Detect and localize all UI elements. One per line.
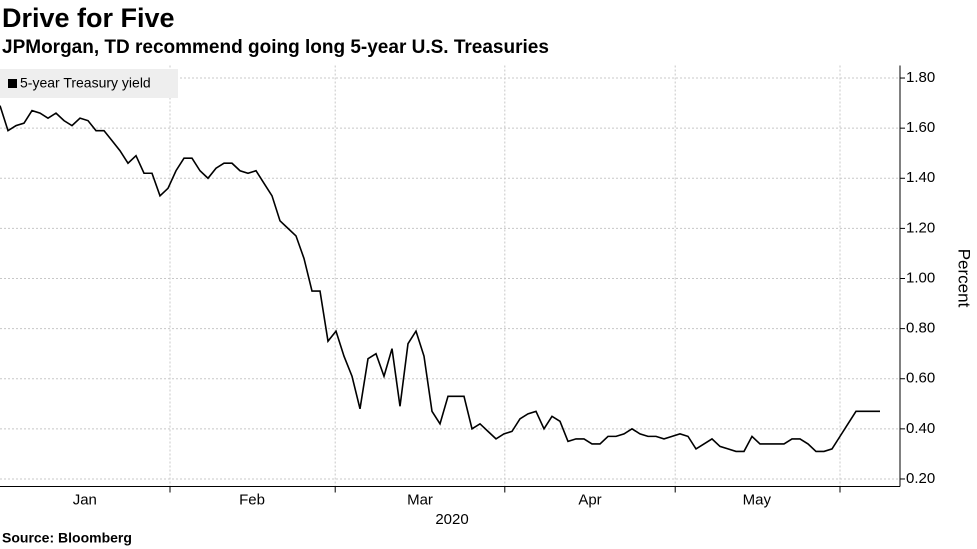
y-tick-label: 1.20 [906, 219, 935, 236]
y-axis-label: Percent [955, 249, 974, 308]
line [0, 105, 880, 453]
x-tick-label: Apr [578, 491, 601, 508]
legend-swatch [8, 79, 17, 88]
y-tick-label: 0.40 [906, 420, 935, 437]
x-tick-label: Mar [407, 491, 433, 508]
source: Source: Bloomberg [2, 530, 132, 546]
x-tick-label: Feb [239, 491, 265, 508]
x-tick-label: Jan [73, 491, 97, 508]
y-tick-label: 1.80 [906, 69, 935, 86]
y-tick-label: 0.60 [906, 370, 935, 387]
y-tick-label: 1.00 [906, 269, 935, 286]
x-axis-label: 2020 [435, 511, 468, 528]
x-tick-label: May [743, 491, 772, 508]
legend-box [0, 69, 178, 98]
y-tick-label: 1.40 [906, 169, 935, 186]
y-tick-label: 0.20 [906, 470, 935, 487]
chart-title: Drive for Five [2, 3, 175, 33]
legend-label: 5-year Treasury yield [20, 75, 151, 91]
chart-subtitle: JPMorgan, TD recommend going long 5-year… [2, 37, 549, 58]
y-tick-label: 1.60 [906, 119, 935, 136]
y-tick-label: 0.80 [906, 320, 935, 337]
